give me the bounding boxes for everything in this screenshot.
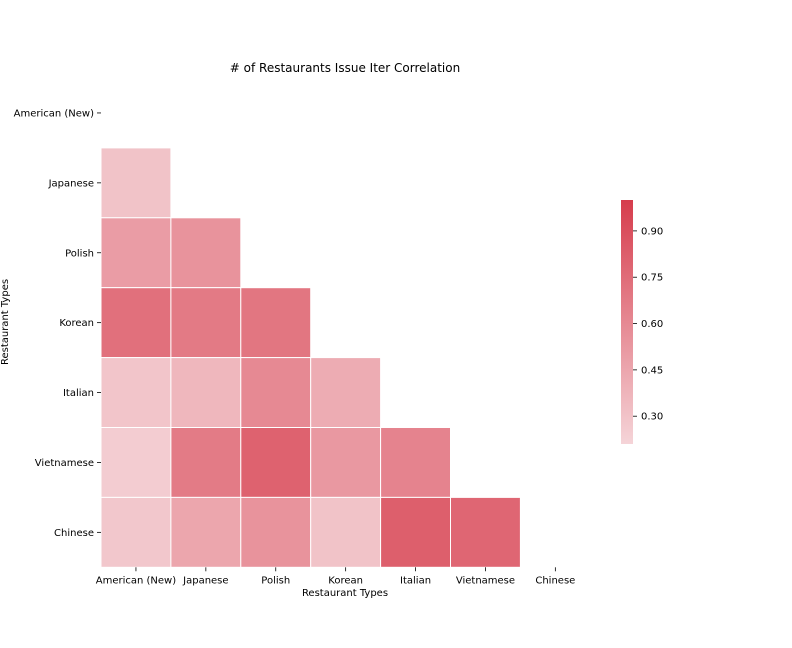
heatmap-cell-3-0 (100, 287, 172, 359)
heatmap-cell-2-1 (170, 217, 242, 289)
x-tick-label: Polish (261, 575, 290, 586)
heatmap-cell-3-1 (170, 287, 242, 359)
heatmap-cell-5-4 (380, 427, 452, 498)
y-tick-label: Italian (63, 388, 94, 399)
y-tick-label: Korean (59, 318, 94, 329)
x-tick-label: Japanese (182, 575, 228, 586)
colorbar-tick-label: 0.30 (641, 412, 663, 423)
heatmap-cell-6-4 (380, 496, 452, 568)
x-tick-label: Italian (400, 575, 431, 586)
x-tick-label: American (New) (96, 575, 176, 586)
colorbar-ticks: 0.30 0.45 0.60 0.75 0.90 (633, 226, 663, 423)
x-axis: American (New) Japanese Polish Korean Italia… (96, 567, 575, 586)
y-tick-label: Vietnamese (35, 458, 94, 469)
heatmap-cell-4-2 (240, 357, 312, 429)
heatmap-cell-5-2 (240, 427, 312, 498)
colorbar-tick-label: 0.45 (641, 365, 663, 376)
heatmap-cell-2-0 (100, 217, 172, 289)
colorbar-tick-label: 0.75 (641, 273, 663, 284)
heatmap-cell-4-3 (310, 357, 382, 429)
heatmap-cell-5-0 (100, 427, 172, 498)
heatmap-cell-6-0 (100, 496, 172, 568)
chart-title: # of Restaurants Issue Iter Correlation (230, 61, 460, 75)
x-axis-label: Restaurant Types (302, 588, 388, 599)
y-tick-label: American (New) (14, 108, 94, 119)
heatmap-cell-5-3 (310, 427, 382, 498)
colorbar-tick-label: 0.90 (641, 226, 663, 237)
y-axis: American (New) Japanese Polish Korean Italia… (14, 108, 101, 539)
y-tick-label: Chinese (54, 528, 94, 539)
x-tick-label: Korean (328, 575, 363, 586)
colorbar (621, 200, 633, 444)
heatmap-cell-6-2 (240, 496, 312, 568)
heatmap-cell-1-0 (100, 147, 172, 219)
y-tick-label: Polish (65, 248, 94, 259)
heatmap-cell-3-2 (240, 287, 312, 359)
heatmap-cell-6-5 (450, 496, 521, 568)
heatmap-cell-4-0 (100, 357, 172, 429)
x-tick-label: Chinese (535, 575, 575, 586)
x-tick-label: Vietnamese (456, 575, 515, 586)
y-axis-label: Restaurant Types (0, 279, 11, 365)
heatmap-cell-5-1 (170, 427, 242, 498)
heatmap-cell-4-1 (170, 357, 242, 429)
y-tick-label: Japanese (48, 178, 94, 189)
colorbar-tick-label: 0.60 (641, 319, 663, 330)
heatmap-cell-6-3 (310, 496, 382, 568)
heatmap-cell-6-1 (170, 496, 242, 568)
heatmap-cells (100, 147, 521, 568)
